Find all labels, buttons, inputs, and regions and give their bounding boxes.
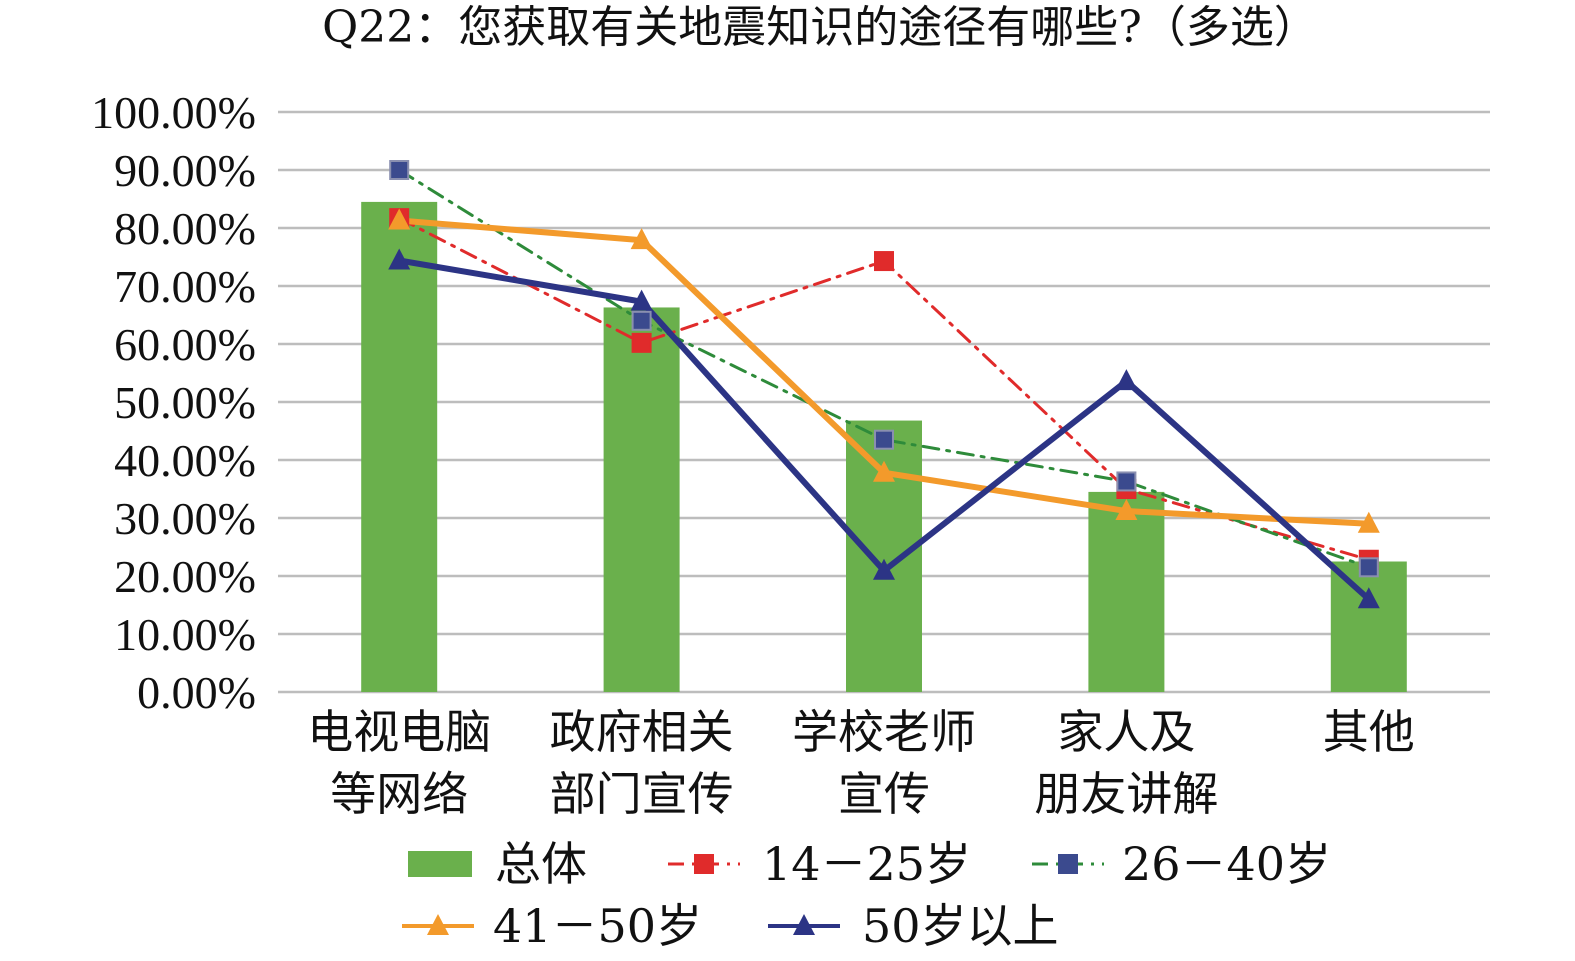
y-tick-label: 60.00% (114, 319, 256, 370)
legend-swatch-0 (408, 851, 472, 877)
marker-3-4 (1357, 511, 1380, 533)
x-category-label: 政府相关 (550, 705, 734, 759)
line-layer (388, 160, 1380, 609)
marker-3-3 (1115, 499, 1138, 521)
legend: 总体 14－25岁 26－40岁 41－50岁 50岁以上 (402, 837, 1331, 953)
x-category-label: 家人及 (1057, 705, 1195, 759)
x-category-label: 朋友讲解 (1034, 767, 1218, 821)
y-tick-label: 70.00% (114, 261, 256, 312)
marker-2-3 (1116, 471, 1137, 492)
y-tick-label: 80.00% (114, 203, 256, 254)
x-category-label: 等网络 (330, 767, 468, 821)
bar-0-4 (1330, 561, 1407, 692)
x-category-label: 宣传 (838, 767, 930, 821)
y-tick-label: 20.00% (114, 551, 256, 602)
y-tick-label: 10.00% (114, 609, 256, 660)
legend-label: 26－40岁 (1122, 837, 1331, 891)
y-tick-label: 50.00% (114, 377, 256, 428)
marker-4-2 (873, 558, 895, 580)
x-category-label: 学校老师 (792, 705, 976, 759)
legend-label: 41－50岁 (493, 899, 702, 953)
legend-marker-3 (427, 914, 449, 935)
bar-0-0 (361, 201, 438, 692)
x-category-label: 部门宣传 (550, 767, 734, 821)
y-tick-label: 90.00% (114, 145, 256, 196)
marker-4-3 (1115, 369, 1138, 391)
marker-2-1 (631, 310, 652, 331)
y-tick-label: 30.00% (114, 493, 256, 544)
y-tick-label: 40.00% (114, 435, 256, 486)
marker-4-4 (1357, 587, 1380, 609)
marker-2-4 (1358, 557, 1379, 578)
bar-0-1 (603, 307, 680, 692)
marker-1-1 (631, 332, 652, 353)
y-tick-label: 0.00% (137, 667, 256, 718)
legend-marker-2 (1058, 854, 1078, 874)
chart-title: Q22：您获取有关地震知识的途径有哪些?（多选） (322, 2, 1318, 53)
legend-marker-1 (694, 854, 714, 874)
bar-layer (361, 201, 1407, 692)
marker-3-1 (630, 228, 653, 250)
legend-marker-4 (793, 914, 815, 935)
marker-4-1 (630, 289, 653, 311)
marker-2-0 (389, 160, 410, 180)
marker-4-0 (388, 248, 411, 270)
marker-1-2 (874, 251, 894, 272)
bar-0-3 (1088, 491, 1165, 692)
marker-3-0 (388, 208, 411, 230)
y-axis-ticks: 0.00% 10.00% 20.00% 30.00% 40.00% 50.00% 60.00… (91, 87, 256, 718)
marker-2-2 (874, 429, 894, 450)
marker-3-2 (873, 460, 895, 482)
y-tick-label: 100.00% (91, 87, 256, 138)
legend-label: 总体 (495, 837, 587, 891)
x-category-label: 其他 (1323, 705, 1415, 759)
legend-label: 50岁以上 (862, 899, 1059, 953)
x-category-label: 电视电脑 (307, 705, 491, 759)
legend-label: 14－25岁 (762, 837, 971, 891)
series-line-2 (397, 168, 1371, 569)
